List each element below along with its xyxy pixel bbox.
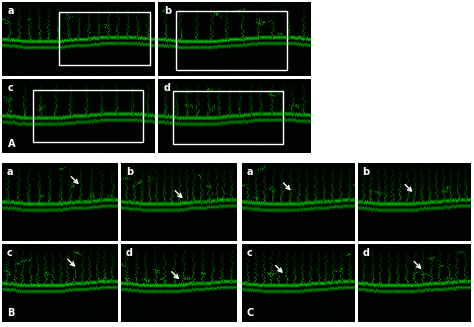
Bar	[173, 91, 283, 144]
Text: b: b	[164, 6, 171, 16]
Text: d: d	[164, 83, 171, 93]
Text: c: c	[246, 248, 252, 258]
Text: a: a	[246, 167, 253, 177]
Text: B: B	[7, 308, 14, 318]
Text: a: a	[8, 6, 15, 16]
Text: b: b	[363, 167, 370, 177]
Text: C: C	[246, 308, 254, 318]
Bar	[33, 90, 143, 142]
Bar	[59, 12, 150, 65]
Text: b: b	[126, 167, 133, 177]
Bar	[176, 11, 286, 70]
Text: d: d	[126, 248, 133, 258]
Text: d: d	[363, 248, 370, 258]
Text: c: c	[7, 248, 12, 258]
Text: a: a	[7, 167, 13, 177]
Text: A: A	[8, 139, 16, 149]
Text: c: c	[8, 83, 14, 93]
